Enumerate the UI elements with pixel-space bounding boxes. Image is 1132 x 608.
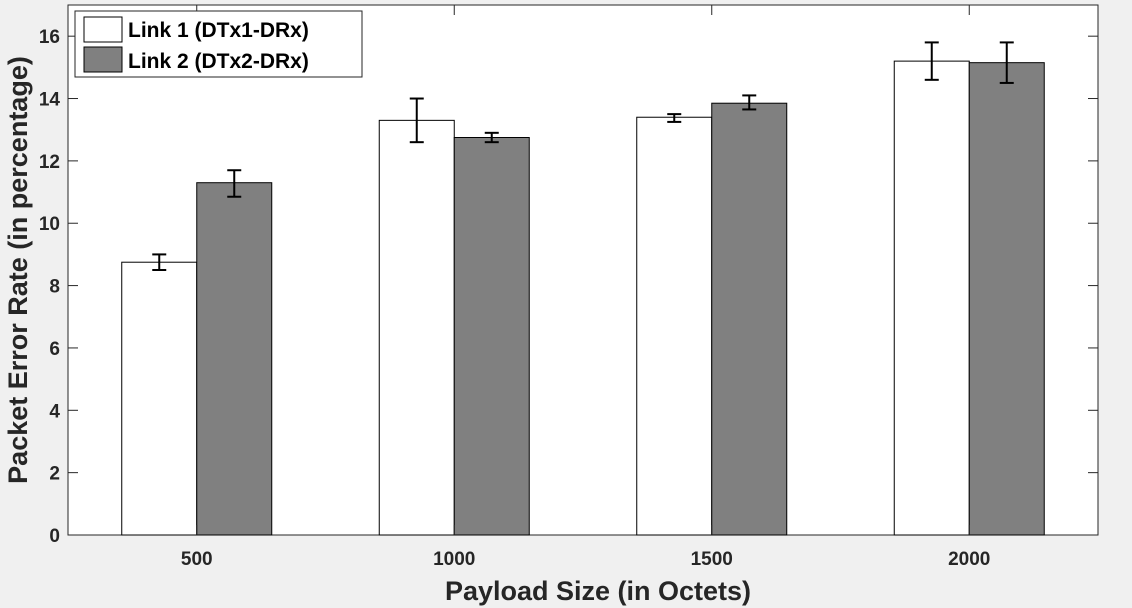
x-tick-label: 1000: [433, 549, 475, 570]
y-tick-label: 6: [49, 339, 60, 360]
errorbars-layer: [152, 41, 1014, 271]
bar-series1-2000: [893, 60, 970, 536]
bar-series1-1500: [636, 116, 713, 536]
x-tick-label: 1500: [691, 549, 733, 570]
legend-box: [74, 10, 363, 78]
x-tick-label: 500: [181, 549, 213, 570]
y-tick-label: 2: [49, 464, 60, 485]
legend-label-link1: Link 1 (DTx1-DRx): [128, 19, 309, 42]
bar-series2-500: [196, 182, 273, 536]
y-tick-label: 4: [49, 401, 60, 422]
y-tick-label: 8: [49, 277, 60, 298]
y-tick-label: 12: [39, 152, 60, 173]
y-tick-label: 14: [39, 90, 61, 111]
bar-series1-1000: [378, 119, 455, 536]
y-tick-label: 10: [39, 214, 60, 235]
y-tick-label: 0: [49, 526, 60, 547]
bar-series2-1500: [711, 102, 788, 536]
bar-series1-500: [121, 261, 198, 536]
legend: Link 1 (DTx1-DRx) Link 2 (DTx2-DRx): [74, 10, 363, 78]
y-axis-label: Packet Error Rate (in percentage): [3, 56, 33, 484]
y-tick-label: 16: [39, 27, 60, 48]
x-axis: 500 1000 1500 2000: [181, 5, 990, 570]
legend-label-link2: Link 2 (DTx2-DRx): [128, 50, 309, 73]
bar-series2-2000: [968, 62, 1045, 536]
x-tick-label: 2000: [948, 549, 990, 570]
x-axis-label: Payload Size (in Octets): [445, 576, 751, 606]
bars-layer: [121, 60, 1045, 536]
legend-swatch-link2: [83, 46, 123, 73]
legend-swatch-link1: [83, 16, 123, 43]
bar-series2-1000: [453, 137, 530, 536]
y-axis: 0 2 4 6 8 10 12 14 16: [39, 27, 1098, 547]
